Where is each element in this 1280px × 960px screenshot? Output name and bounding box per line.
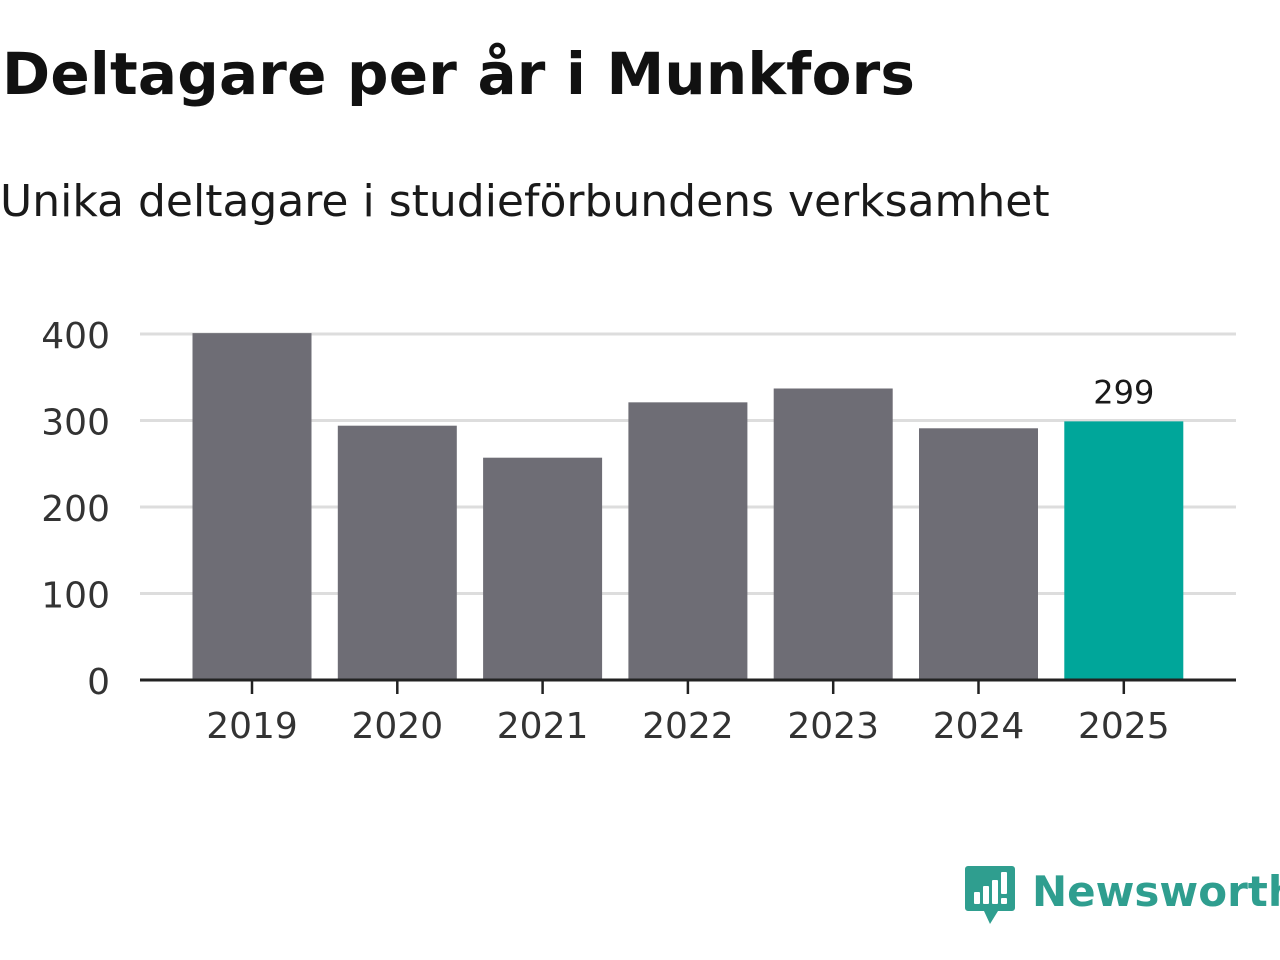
y-tick-label: 300	[41, 403, 110, 444]
y-tick-label: 0	[87, 662, 110, 703]
x-tick-label: 2022	[642, 706, 734, 747]
y-tick-label: 100	[41, 576, 110, 617]
x-tick-label: 2025	[1078, 706, 1170, 747]
brand-logo: Newsworthy	[964, 864, 1280, 928]
chart-subtitle: Unika deltagare i studieförbundens verks…	[0, 176, 1050, 227]
x-tick-label: 2020	[351, 706, 443, 747]
bar-2023	[773, 388, 893, 680]
data-label: 299	[1093, 373, 1154, 411]
x-tick-label: 2023	[787, 706, 879, 747]
bar-2025	[1064, 421, 1184, 680]
x-tick-label: 2024	[933, 706, 1025, 747]
y-tick-label: 400	[41, 316, 110, 357]
chart-title: Deltagare per år i Munkfors	[2, 40, 916, 108]
x-tick-label: 2021	[497, 706, 589, 747]
newsworthy-logo-icon	[965, 866, 1015, 924]
bar-2021	[483, 457, 603, 680]
bar-2022	[628, 402, 748, 680]
bar-2024	[919, 428, 1038, 680]
bar-2020	[337, 425, 457, 680]
brand-name: Newsworthy	[1032, 866, 1280, 916]
bar-2019	[192, 333, 312, 680]
y-tick-label: 200	[41, 489, 110, 530]
x-tick-label: 2019	[206, 706, 298, 747]
